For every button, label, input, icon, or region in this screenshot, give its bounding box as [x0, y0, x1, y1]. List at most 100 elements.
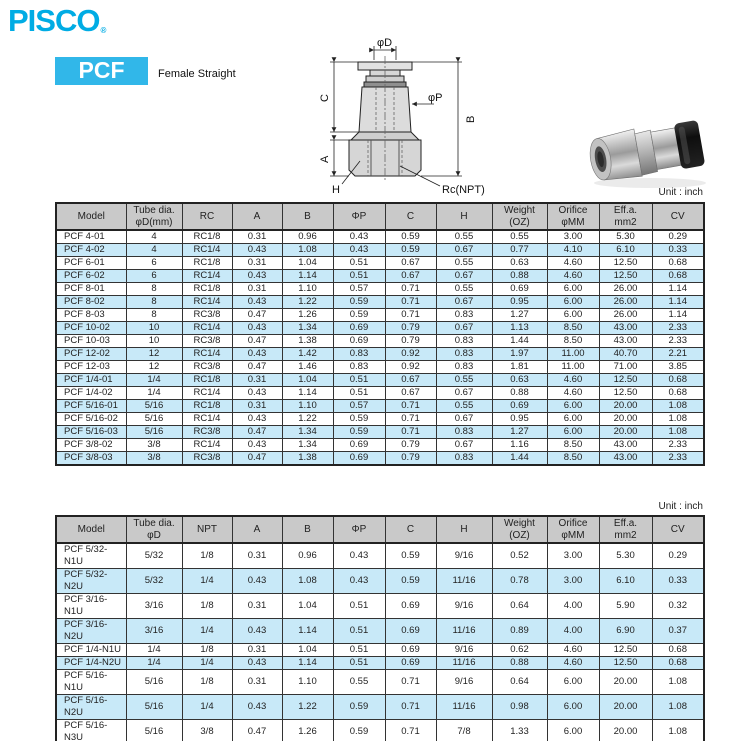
dim-label-c: C [319, 94, 331, 102]
table-cell: RC1/4 [181, 386, 233, 400]
table-cell: 0.71 [384, 282, 437, 296]
table-cell: 1.22 [281, 694, 334, 720]
table-cell: 8.50 [546, 321, 600, 335]
table-cell: 0.96 [281, 542, 334, 569]
table-cell: 0.95 [491, 412, 548, 426]
table-cell: PCF 12-02 [55, 347, 127, 361]
table-cell: RC1/4 [181, 295, 233, 309]
table-row: PCF 10-02 10 RC1/4 0.43 1.34 0.69 0.79 0.67 1.13… [55, 321, 705, 335]
table-cell: RC1/8 [181, 282, 233, 296]
table-cell: RC1/4 [181, 412, 233, 426]
table-cell: PCF 5/16-03 [55, 425, 127, 439]
table-cell: 0.43 [231, 568, 283, 594]
table-row: PCF 12-03 12 RC3/8 0.47 1.46 0.83 0.92 0.83 1.81… [55, 360, 705, 374]
table-row: PCF 5/32-N2U 5/32 1/4 0.43 1.08 0.43 0.59 11/16… [55, 568, 705, 594]
table-cell: 1.26 [281, 719, 334, 741]
column-header: B [281, 202, 334, 231]
table-cell: 8 [125, 295, 183, 309]
table-cell: 0.47 [231, 334, 283, 348]
table-cell: RC1/4 [181, 347, 233, 361]
table-cell: 20.00 [598, 719, 653, 741]
table-cell: 1/4 [125, 643, 183, 657]
table-cell: 4 [125, 229, 183, 244]
table-cell: RC1/8 [181, 256, 233, 270]
table-cell: 5/16 [125, 694, 183, 720]
table-cell: 1.14 [281, 386, 334, 400]
column-header: Tube dia. φD [125, 515, 183, 544]
table-cell: 1.22 [281, 412, 334, 426]
table-cell: 1.34 [281, 321, 334, 335]
registered-mark: ® [100, 26, 107, 35]
table-cell: RC3/8 [181, 451, 233, 466]
table-cell: 11/16 [435, 568, 493, 594]
table-cell: 1.14 [281, 656, 334, 670]
table-cell: 20.00 [598, 425, 653, 439]
table-cell: 12 [125, 360, 183, 374]
table-cell: 3/16 [125, 618, 183, 644]
table-cell: 0.62 [491, 643, 548, 657]
table-row: PCF 3/16-N2U 3/16 1/4 0.43 1.14 0.51 0.69 11/16… [55, 618, 705, 644]
table-cell: 0.51 [332, 656, 386, 670]
table-cell: 5/16 [125, 412, 183, 426]
column-header: A [231, 202, 283, 231]
table-cell: 0.83 [332, 347, 386, 361]
table-cell: 0.43 [231, 243, 283, 257]
unit-note: Unit : inch [658, 187, 703, 198]
dimension-diagram: φD φP C A B H Rc(NPT) [319, 37, 485, 196]
table-cell: RC3/8 [181, 360, 233, 374]
rc-spec-table: Model Tube dia. φD(mm) RC A B ΦP C H Weight (OZ)… [55, 202, 705, 466]
table-cell: 8 [125, 308, 183, 322]
column-header: CV [651, 202, 705, 231]
table-row: PCF 3/8-02 3/8 RC1/4 0.43 1.34 0.69 0.79 0.67 1.… [55, 438, 705, 452]
table-cell: 0.51 [332, 269, 386, 283]
table-row: PCF 12-02 12 RC1/4 0.43 1.42 0.83 0.92 0.83 1.97… [55, 347, 705, 361]
column-header: CV [651, 515, 705, 544]
table-cell: 0.68 [651, 256, 705, 270]
table-cell: 5.30 [598, 542, 653, 569]
table-cell: 20.00 [598, 669, 653, 695]
table-cell: 0.33 [651, 243, 705, 257]
table-cell: 1/8 [181, 669, 233, 695]
dim-label-b: B [465, 116, 477, 123]
table-cell: 6.10 [598, 568, 653, 594]
table-cell: 0.92 [384, 360, 437, 374]
table-cell: 43.00 [598, 334, 653, 348]
column-header: H [435, 202, 493, 231]
table-cell: 6.10 [598, 243, 653, 257]
table-cell: RC1/4 [181, 438, 233, 452]
column-header: A [231, 515, 283, 544]
table-cell: 0.69 [332, 321, 386, 335]
table-cell: 0.64 [491, 593, 548, 619]
table-cell: 0.31 [231, 229, 283, 244]
table-cell: 6.00 [546, 308, 600, 322]
table-cell: 0.67 [435, 243, 493, 257]
table-row: PCF 1/4-N1U 1/4 1/8 0.31 1.04 0.51 0.69 9/16 0.6… [55, 643, 705, 657]
table-cell: 3.00 [546, 542, 600, 569]
column-header: ΦP [332, 515, 386, 544]
series-name: Female Straight [158, 68, 236, 80]
table-cell: 0.31 [231, 373, 283, 387]
column-header: NPT [181, 515, 233, 544]
table-cell: PCF 5/32-N2U [55, 568, 127, 594]
column-header: Orifice φMM [546, 515, 600, 544]
table-cell: 0.83 [435, 334, 493, 348]
table-cell: 0.55 [435, 256, 493, 270]
table-cell: 0.59 [384, 229, 437, 244]
table-cell: 4.60 [546, 269, 600, 283]
table-cell: 4.00 [546, 618, 600, 644]
table-cell: 0.78 [491, 568, 548, 594]
table-row: PCF 8-02 8 RC1/4 0.43 1.22 0.59 0.71 0.67 0.95 6.… [55, 295, 705, 309]
table-cell: 1.44 [491, 334, 548, 348]
table-cell: 0.83 [435, 451, 493, 466]
table-cell: 26.00 [598, 295, 653, 309]
table-cell: 0.43 [332, 568, 386, 594]
table-cell: 5/16 [125, 425, 183, 439]
table-cell: 1.14 [281, 618, 334, 644]
table-cell: 0.67 [384, 386, 437, 400]
table-cell: 6.00 [546, 719, 600, 741]
dim-label-d: φD [377, 37, 392, 49]
table-cell: 0.96 [281, 229, 334, 244]
dim-label-thread: Rc(NPT) [442, 184, 485, 196]
table-cell: 1.14 [651, 308, 705, 322]
table-cell: 0.43 [231, 618, 283, 644]
